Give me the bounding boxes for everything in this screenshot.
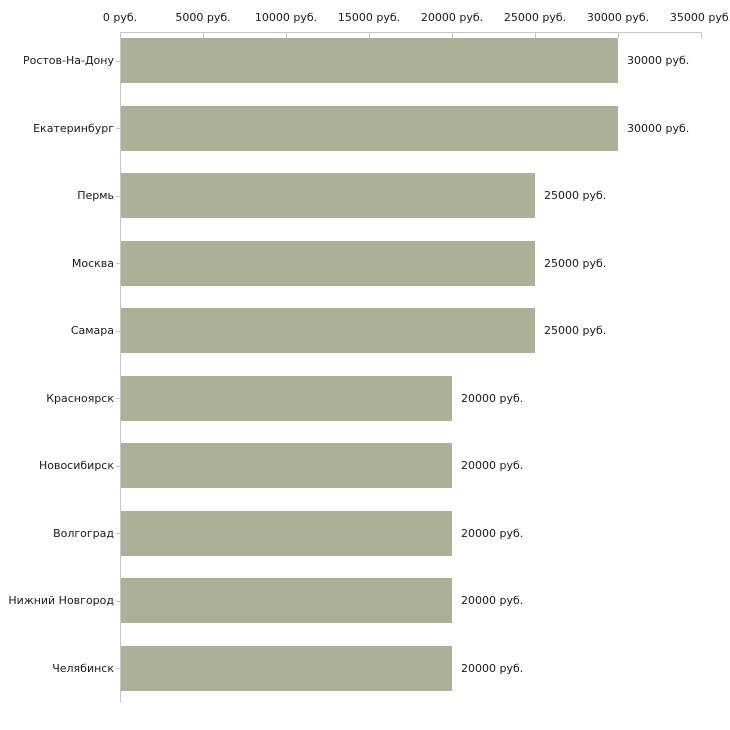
category-tick: [116, 533, 120, 534]
bar-value-label: 20000 руб.: [461, 526, 524, 540]
bar: [121, 173, 535, 218]
x-axis-tick-label: 10000 руб.: [254, 11, 318, 24]
category-tick: [116, 466, 120, 467]
x-axis-tick-label: 25000 руб.: [503, 11, 567, 24]
x-axis-tick: [203, 33, 204, 38]
x-axis-tick-label: 35000 руб.: [669, 11, 730, 24]
category-tick: [116, 668, 120, 669]
x-axis-tick-label: 20000 руб.: [420, 11, 484, 24]
category-tick: [116, 331, 120, 332]
x-axis-tick: [535, 33, 536, 38]
category-tick: [116, 128, 120, 129]
bar-value-label: 20000 руб.: [461, 459, 524, 472]
category-tick: [116, 263, 120, 264]
x-axis-tick-label: 30000 руб.: [586, 11, 650, 24]
category-tick: [116, 61, 120, 62]
bar-value-label: 30000 руб.: [627, 121, 690, 135]
x-axis-tick: [618, 33, 619, 38]
bar: [121, 578, 452, 623]
x-axis-tick-label: 15000 руб.: [337, 11, 401, 24]
category-label: Новосибирск: [38, 459, 114, 472]
bar: [121, 240, 535, 286]
bar: [121, 443, 452, 488]
x-axis-tick: [452, 33, 453, 38]
category-label: Самара: [70, 324, 114, 337]
x-axis-tick: [369, 33, 370, 38]
bar-value-label: 30000 руб.: [627, 54, 690, 67]
category-label: Москва: [71, 256, 114, 270]
category-label: Пермь: [77, 189, 114, 202]
bar: [121, 38, 618, 83]
category-label: Красноярск: [46, 391, 114, 405]
category-tick: [116, 196, 120, 197]
bar: [121, 375, 452, 421]
x-axis-line: [120, 32, 702, 33]
category-tick: [116, 601, 120, 602]
x-axis-tick: [120, 33, 121, 38]
x-axis-tick-label: 5000 руб.: [175, 11, 231, 24]
x-axis-tick: [701, 33, 702, 38]
category-tick: [116, 398, 120, 399]
y-axis-line: [120, 32, 121, 702]
category-label: Ростов-На-Дону: [22, 54, 114, 67]
x-axis-tick: [286, 33, 287, 38]
bar-value-label: 25000 руб.: [544, 189, 607, 202]
bar: [121, 105, 618, 151]
bar-value-label: 25000 руб.: [544, 256, 607, 270]
bar: [121, 645, 452, 691]
category-label: Нижний Новгород: [8, 594, 114, 607]
x-axis-tick-label: 0 руб.: [102, 11, 138, 24]
bar: [121, 510, 452, 556]
category-label: Волгоград: [53, 526, 114, 540]
bar-value-label: 20000 руб.: [461, 661, 524, 675]
category-label: Челябинск: [52, 661, 114, 675]
bar-value-label: 25000 руб.: [544, 324, 607, 337]
bar: [121, 308, 535, 353]
bar-value-label: 20000 руб.: [461, 391, 524, 405]
bar-value-label: 20000 руб.: [461, 594, 524, 607]
category-label: Екатеринбург: [33, 121, 114, 135]
